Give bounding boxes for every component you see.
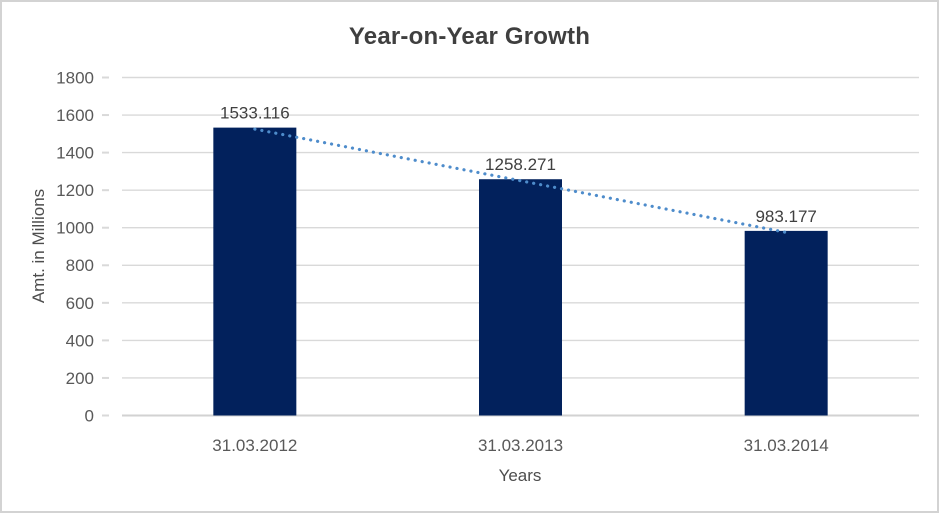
y-axis-tick-label: 1800 bbox=[56, 68, 94, 87]
x-axis-category-label: 31.03.2013 bbox=[478, 436, 563, 455]
chart-title: Year-on-Year Growth bbox=[348, 23, 591, 50]
y-axis-tick-label: 1400 bbox=[56, 144, 94, 163]
y-axis-tick-label: 1200 bbox=[56, 181, 94, 200]
bar-value-label: 1533.116 bbox=[220, 104, 290, 123]
bar-value-label: 983.177 bbox=[755, 207, 816, 226]
bar-31.03.2012 bbox=[213, 127, 297, 416]
x-axis-category-label: 31.03.2012 bbox=[212, 436, 297, 455]
y-axis-tick-label: 800 bbox=[66, 256, 94, 275]
y-axis-tick-label: 400 bbox=[66, 331, 94, 350]
labels-layer: 0 200 400 600 800 1000 1200 1400 1600 1800 1533.11… bbox=[56, 68, 829, 455]
bars-layer bbox=[213, 127, 828, 416]
bar-value-label: 1258.271 bbox=[485, 155, 556, 174]
x-axis-category-label: 31.03.2014 bbox=[744, 436, 829, 455]
y-axis-tick-label: 1000 bbox=[56, 219, 94, 238]
trendline-layer bbox=[253, 127, 788, 234]
y-axis-tick-label: 0 bbox=[85, 406, 94, 425]
y-axis-title: Amt. in Millions bbox=[29, 189, 48, 303]
y-axis-tick-label: 600 bbox=[66, 294, 94, 313]
trendline bbox=[253, 127, 788, 234]
y-axis-tick-label: 200 bbox=[66, 369, 94, 388]
bar-31.03.2013 bbox=[479, 179, 562, 416]
y-axis-tick-label: 1600 bbox=[56, 106, 94, 125]
x-axis-title: Years bbox=[499, 466, 542, 485]
bar-31.03.2014 bbox=[744, 230, 828, 416]
